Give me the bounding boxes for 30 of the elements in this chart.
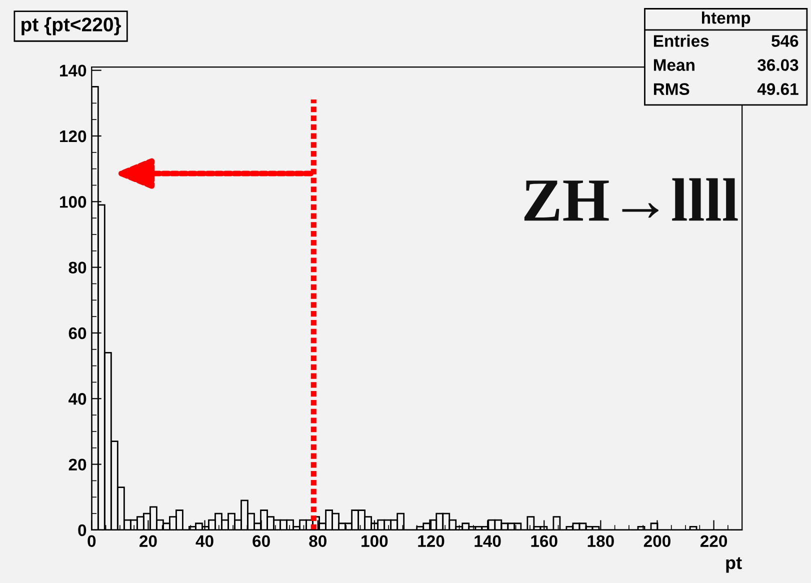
x-tick-label: 220: [700, 535, 728, 548]
x-tick-label: 60: [252, 535, 270, 548]
y-tick-label: 40: [68, 393, 86, 405]
x-tick-label: 20: [140, 535, 157, 548]
annotation: RMS: [654, 83, 690, 95]
text: 546: [772, 35, 798, 47]
x-tick-label: 0: [88, 535, 96, 548]
text: Entries: [654, 34, 709, 47]
x-tick-label: 140: [474, 535, 501, 548]
x-tick-label: 100: [362, 535, 388, 548]
y-tick-label: 0: [78, 524, 86, 536]
x-tick-label: 200: [644, 535, 670, 548]
y-tick-label: 20: [68, 458, 86, 470]
x-tick-label: 80: [309, 535, 326, 548]
y-tick-label: 60: [68, 327, 86, 340]
text: 49.61: [757, 83, 798, 95]
y-tick-label: 120: [60, 130, 86, 142]
x-tick-label: 120: [418, 535, 444, 548]
x-axis-title: pt: [726, 557, 742, 573]
text: htemp: [702, 12, 750, 28]
y-tick-label: 100: [60, 196, 86, 208]
x-tick-label: 160: [531, 535, 558, 548]
annotation: ZH→llll: [524, 178, 738, 221]
text: 36.03: [758, 59, 798, 71]
y-tick-label: 140: [60, 64, 86, 77]
x-tick-label: 180: [588, 535, 614, 548]
annotation: Mean: [654, 59, 694, 71]
chart-title: pt {pt<220}: [22, 17, 122, 36]
y-tick-label: 80: [68, 262, 86, 274]
x-tick-label: 40: [196, 535, 214, 548]
